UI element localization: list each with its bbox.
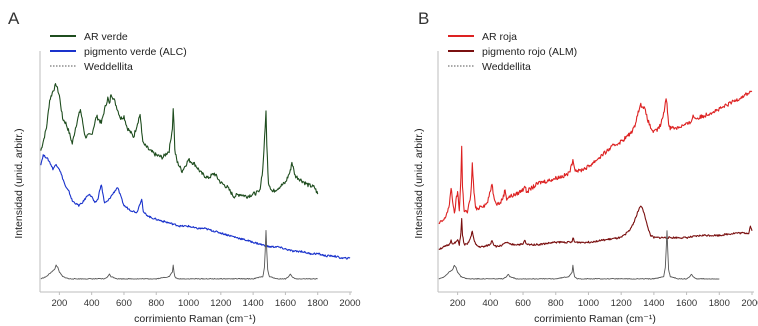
x-tick-label: 1600 xyxy=(676,298,697,309)
x-tick-label: 2000 xyxy=(741,298,758,309)
legend-label: Weddellita xyxy=(482,61,531,73)
x-tick-label: 200 xyxy=(51,298,67,309)
legend-label: Weddellita xyxy=(84,61,133,73)
x-tick-label: 600 xyxy=(116,298,132,309)
x-tick-label: 1000 xyxy=(178,298,199,309)
x-tick-label: 400 xyxy=(482,298,498,309)
x-tick-label: 800 xyxy=(148,298,164,309)
series-line-2 xyxy=(438,205,753,250)
y-axis-label: Intensidad (unid. arbitr.) xyxy=(13,128,25,238)
x-axis-label: corrimiento Raman (cm⁻¹) xyxy=(134,313,256,325)
panel-label: A xyxy=(8,9,20,28)
x-tick-label: 1800 xyxy=(307,298,328,309)
x-tick-label: 1200 xyxy=(210,298,231,309)
legend-label: AR verde xyxy=(84,31,128,43)
series-line-2 xyxy=(40,154,351,260)
x-tick-label: 400 xyxy=(84,298,100,309)
x-tick-label: 1000 xyxy=(578,298,599,309)
legend-label: pigmento rojo (ALM) xyxy=(482,46,577,58)
y-axis-label: Intensidad (unid. arbitr.) xyxy=(413,128,425,238)
panel-label: B xyxy=(418,9,429,28)
legend-label: AR roja xyxy=(482,31,517,43)
chart-panel-b: B 200 400 600 800 1000 1200 1400 1600 1800 2000 cor… xyxy=(413,9,758,325)
x-axis-label: corrimiento Raman (cm⁻¹) xyxy=(534,313,656,325)
x-tick-label: 1800 xyxy=(709,298,730,309)
x-tick-label: 1400 xyxy=(643,298,664,309)
x-tick-label: 800 xyxy=(548,298,564,309)
chart-panel-a: A 200 400 600 800 1000 1200 1400 1600 1800 2000 cor… xyxy=(8,9,361,325)
series-line-1 xyxy=(40,83,319,199)
x-tick-label: 200 xyxy=(450,298,466,309)
x-tick-label: 1200 xyxy=(611,298,632,309)
legend-label: pigmento verde (ALC) xyxy=(84,46,187,58)
series-line-1 xyxy=(438,90,753,225)
x-tick-label: 2000 xyxy=(339,298,360,309)
series-line-3 xyxy=(438,230,720,280)
x-tick-label: 1600 xyxy=(275,298,296,309)
x-tick-label: 600 xyxy=(515,298,531,309)
x-tick-label: 1400 xyxy=(243,298,264,309)
series-line-3 xyxy=(40,229,318,280)
